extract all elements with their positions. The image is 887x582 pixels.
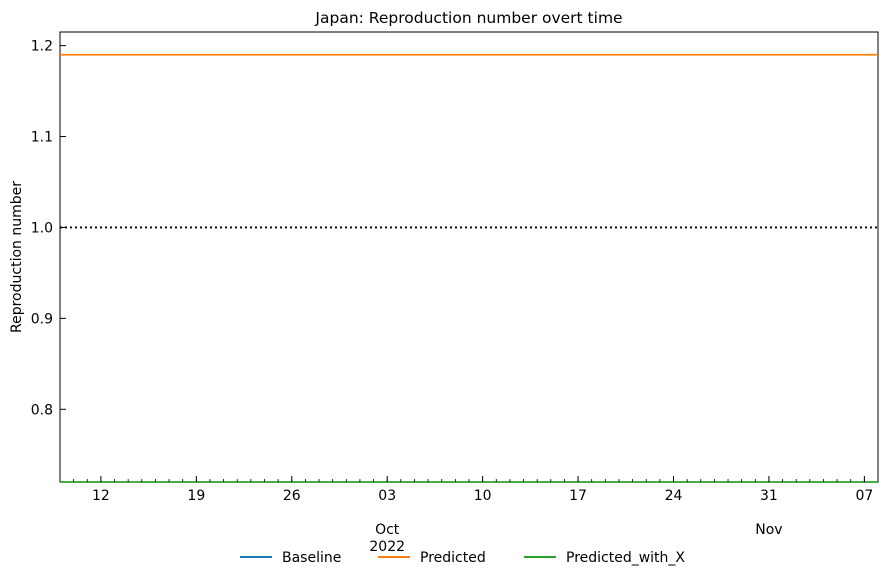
y-tick-label: 1.1	[31, 130, 53, 146]
plot-area	[59, 31, 879, 483]
chart-title: Japan: Reproduction number overt time	[314, 9, 622, 27]
x-month-label: Nov	[755, 522, 782, 538]
x-tick-label: 19	[187, 488, 205, 504]
legend-label: Predicted_with_X	[566, 550, 685, 566]
x-tick-label: 10	[474, 488, 492, 504]
x-tick-label: 24	[665, 488, 683, 504]
x-tick-label: 12	[92, 488, 110, 504]
x-year-label: 2022	[369, 539, 405, 555]
legend-label: Baseline	[282, 550, 341, 566]
y-axis-label: Reproduction number	[9, 181, 25, 333]
y-tick-label: 1.0	[31, 220, 53, 236]
y-tick-label: 0.8	[31, 402, 53, 418]
x-month-label: Oct	[375, 522, 400, 538]
x-tick-label: 26	[283, 488, 301, 504]
x-tick-label: 17	[569, 488, 587, 504]
y-tick-label: 0.9	[31, 311, 53, 327]
y-tick-label: 1.2	[31, 39, 53, 55]
legend-label: Predicted	[420, 550, 486, 566]
x-tick-label: 03	[378, 488, 396, 504]
x-tick-label: 07	[855, 488, 873, 504]
legend: Baseline Predicted Predicted_with_X	[240, 550, 685, 566]
x-tick-label: 31	[760, 488, 778, 504]
